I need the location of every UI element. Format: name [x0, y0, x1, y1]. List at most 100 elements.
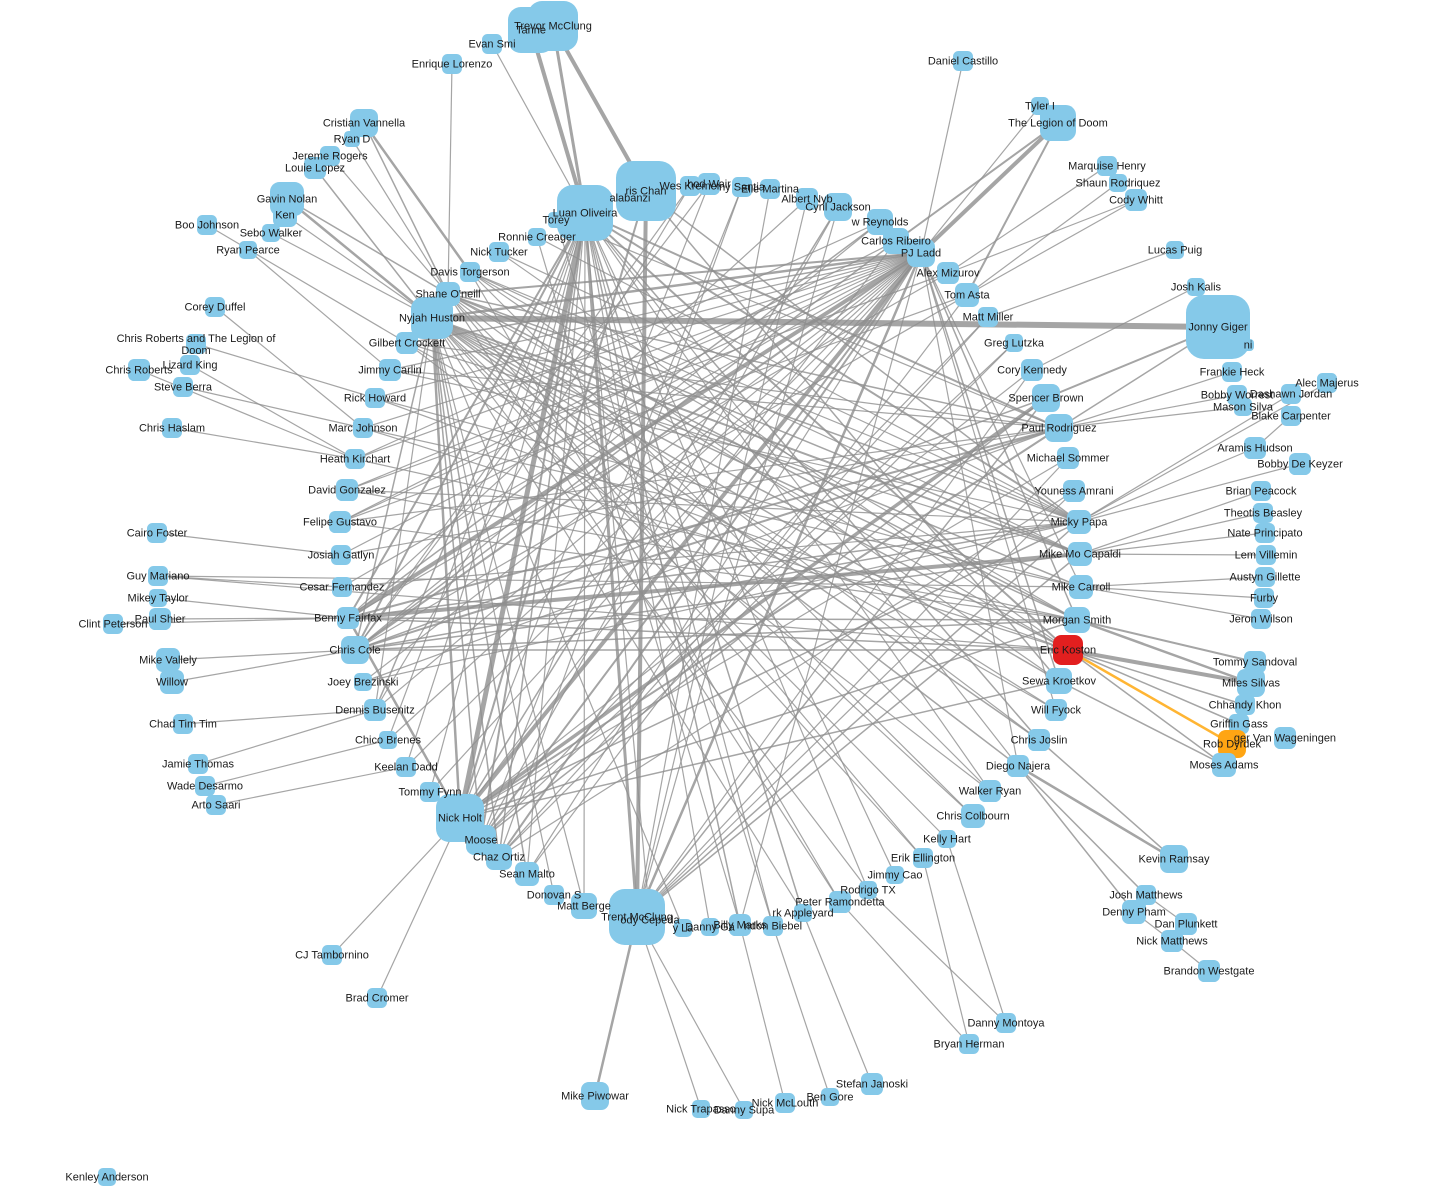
graph-node-sebo-walker[interactable]: [262, 224, 280, 242]
graph-node-sewa-kroetkov[interactable]: [1046, 668, 1072, 694]
graph-node-chris-haslam[interactable]: [162, 418, 182, 438]
graph-node-joey-brezinski[interactable]: [354, 673, 372, 691]
graph-node-josh-matthews[interactable]: [1136, 885, 1156, 905]
graph-node-trevor-mcclung[interactable]: [528, 1, 578, 51]
graph-node-nyjah-huston[interactable]: [411, 297, 453, 339]
graph-node-nick-holt[interactable]: [436, 794, 484, 842]
graph-node-felipe-gustavo[interactable]: [329, 511, 351, 533]
graph-node-theotis-beasley[interactable]: [1253, 503, 1273, 523]
graph-node-boo-johnson[interactable]: [197, 215, 217, 235]
graph-node-carlos-ribeiro[interactable]: [883, 228, 909, 254]
graph-node-erik-ellington[interactable]: [913, 848, 933, 868]
graph-node-evan-smith[interactable]: [482, 34, 502, 54]
graph-node-matt-miller[interactable]: [978, 307, 998, 327]
graph-node-ken[interactable]: [273, 203, 297, 227]
graph-node-cairo-foster[interactable]: [147, 523, 167, 543]
graph-node-spencer-brown[interactable]: [1032, 384, 1060, 412]
graph-node-paul-rodriguez[interactable]: [1045, 414, 1073, 442]
graph-node-morgan-smith[interactable]: [1064, 607, 1090, 633]
graph-node-willow[interactable]: [160, 670, 184, 694]
graph-node-rick-howard[interactable]: [365, 388, 385, 408]
graph-node-stefan-janoski[interactable]: [861, 1073, 883, 1095]
graph-node-austyn-gillette[interactable]: [1255, 567, 1275, 587]
graph-node-paul-shier[interactable]: [149, 608, 171, 630]
graph-node-tommy-sandoval[interactable]: [1244, 651, 1266, 673]
graph-node-albert-nyberg[interactable]: [796, 188, 818, 210]
graph-node-steve-berra[interactable]: [173, 377, 193, 397]
graph-node-josh-kalis[interactable]: [1187, 278, 1205, 296]
graph-node-cody-whitt[interactable]: [1125, 189, 1147, 211]
graph-node-alex-mizurov[interactable]: [937, 262, 959, 284]
graph-node-brandon-biebel[interactable]: [763, 916, 783, 936]
graph-node-walker-ryan[interactable]: [979, 780, 1001, 802]
graph-node-ryan-pearce[interactable]: [239, 241, 257, 259]
graph-node-micky-papa[interactable]: [1067, 510, 1091, 534]
graph-node-chris-roberts-legion[interactable]: [186, 334, 206, 354]
graph-node-chris-roberts[interactable]: [128, 359, 150, 381]
graph-node-chris-chann[interactable]: [616, 161, 676, 221]
graph-node-bryan-herman[interactable]: [959, 1034, 979, 1054]
graph-node-jimmy-carlin[interactable]: [379, 359, 401, 381]
graph-node-marc-johnson[interactable]: [353, 418, 373, 438]
graph-node-heath-kirchart[interactable]: [345, 449, 365, 469]
graph-node-furby[interactable]: [1254, 588, 1274, 608]
graph-node-enrique-lorenzo[interactable]: [442, 54, 462, 74]
graph-node-rodrigo-tx[interactable]: [859, 881, 877, 899]
graph-node-cyril-jackson[interactable]: [824, 193, 852, 221]
graph-node-chris-colbourn[interactable]: [961, 804, 985, 828]
graph-node-legion-of-doom[interactable]: [1040, 105, 1076, 141]
graph-node-clint-peterson[interactable]: [103, 614, 123, 634]
graph-node-elie-martina[interactable]: [760, 179, 780, 199]
graph-node-jamie-thomas[interactable]: [188, 754, 208, 774]
graph-node-dan-plunkett[interactable]: [1175, 913, 1197, 935]
graph-node-dennis-busenitz[interactable]: [364, 699, 386, 721]
graph-node-ben-gore[interactable]: [821, 1088, 839, 1106]
graph-node-jonny-giger[interactable]: [1186, 295, 1250, 359]
graph-node-josiah-gatlyn[interactable]: [331, 545, 351, 565]
graph-node-cj-tambornino[interactable]: [322, 945, 342, 965]
graph-node-guy-mariano[interactable]: [148, 566, 168, 586]
graph-node-manny-santiago[interactable]: [732, 177, 752, 197]
graph-node-van-wageningen[interactable]: [1274, 727, 1296, 749]
graph-node-denny-pham[interactable]: [1122, 900, 1146, 924]
graph-node-mike-carroll[interactable]: [1069, 575, 1093, 599]
graph-node-mike-vallely[interactable]: [156, 648, 180, 672]
graph-node-alec-majerus[interactable]: [1317, 373, 1337, 393]
graph-node-lem-villemin[interactable]: [1256, 545, 1276, 565]
graph-node-chhandy-khon[interactable]: [1235, 695, 1255, 715]
graph-node-lucas-puig[interactable]: [1166, 241, 1184, 259]
graph-node-danny-garcia[interactable]: [701, 918, 719, 936]
graph-node-chad-tim-tim[interactable]: [173, 714, 193, 734]
graph-node-kenley-anderson[interactable]: [98, 1168, 116, 1186]
graph-node-moses-adams[interactable]: [1212, 753, 1236, 777]
graph-node-brad-cromer[interactable]: [367, 988, 387, 1008]
graph-node-donovan-s[interactable]: [544, 885, 564, 905]
graph-node-sean-malto[interactable]: [515, 862, 539, 886]
graph-node-davis-torgerson[interactable]: [460, 262, 480, 282]
graph-node-pj-ladd[interactable]: [907, 239, 935, 267]
graph-node-jeron-wilson[interactable]: [1251, 609, 1271, 629]
graph-node-brian-peacock[interactable]: [1251, 481, 1271, 501]
graph-node-lizard-king[interactable]: [180, 355, 200, 375]
graph-node-youness-amrani[interactable]: [1063, 480, 1085, 502]
graph-node-dashawn-jordan[interactable]: [1281, 384, 1301, 404]
graph-node-wes-kremer[interactable]: [680, 176, 700, 196]
graph-node-mike-piwowar[interactable]: [581, 1082, 609, 1110]
graph-node-louie-lopez[interactable]: [304, 157, 326, 179]
graph-node-nick-mclouth[interactable]: [775, 1093, 795, 1113]
graph-node-rob-dyrdek[interactable]: [1218, 730, 1246, 758]
graph-node-david-gonzalez[interactable]: [336, 479, 358, 501]
graph-node-diego-najera[interactable]: [1007, 755, 1029, 777]
graph-node-andrew-reynolds[interactable]: [867, 209, 893, 235]
graph-node-tommy-fynn[interactable]: [420, 782, 440, 802]
graph-node-benny-fairfax[interactable]: [337, 607, 359, 629]
graph-node-ni[interactable]: [1242, 339, 1254, 351]
graph-node-mike-mo-capaldi[interactable]: [1068, 542, 1092, 566]
graph-node-nick-matthews[interactable]: [1161, 930, 1183, 952]
graph-node-shaun-rodriquez[interactable]: [1109, 174, 1127, 192]
graph-node-chris-cole[interactable]: [341, 636, 369, 664]
graph-node-shane-oneill[interactable]: [436, 282, 460, 306]
graph-node-ronnie-creager[interactable]: [528, 228, 546, 246]
graph-node-arto-saari[interactable]: [206, 795, 226, 815]
graph-node-y-la[interactable]: [674, 919, 692, 937]
